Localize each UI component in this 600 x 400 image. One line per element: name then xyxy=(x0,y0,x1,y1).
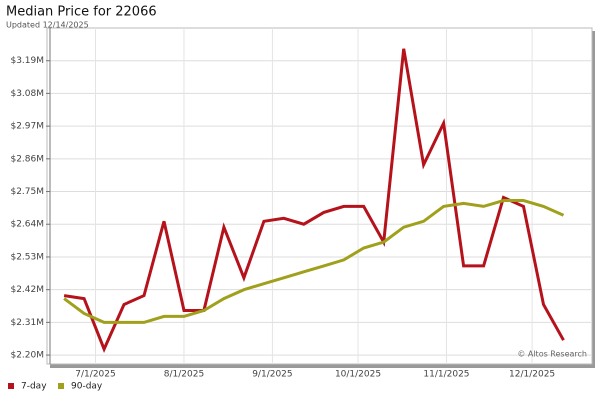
plot-area xyxy=(46,27,593,365)
x-tick-label: 8/1/2025 xyxy=(164,370,204,380)
y-tick-label: $2.86M xyxy=(10,154,44,164)
y-tick-label: $2.53M xyxy=(10,252,44,262)
x-tick-label: 11/1/2025 xyxy=(423,370,469,380)
annotation: © Altos Research xyxy=(517,350,587,359)
x-tick-label: 10/1/2025 xyxy=(335,370,381,380)
chart-title: Median Price for 22066 xyxy=(6,5,157,20)
series-line xyxy=(63,199,565,324)
series-line xyxy=(63,48,565,353)
legend-swatch xyxy=(58,383,64,389)
y-tick-label: $3.19M xyxy=(10,56,44,66)
y-tick-label: $2.42M xyxy=(10,285,44,295)
legend-label: 90-day xyxy=(71,382,103,392)
y-tick-label: $2.31M xyxy=(10,318,44,328)
legend-label: 7-day xyxy=(21,382,47,392)
y-tick-label: $2.75M xyxy=(10,187,44,197)
y-tick-label: $2.20M xyxy=(10,351,44,361)
y-tick-label: $2.97M xyxy=(10,122,44,132)
x-tick-label: 12/1/2025 xyxy=(509,370,555,380)
y-tick-label: $3.08M xyxy=(10,89,44,99)
chart-subtitle: Updated 12/14/2025 xyxy=(6,21,89,30)
x-tick-label: 9/1/2025 xyxy=(252,370,292,380)
x-tick-label: 7/1/2025 xyxy=(75,370,115,380)
y-tick-label: $2.64M xyxy=(10,220,44,230)
legend-swatch xyxy=(8,383,14,389)
